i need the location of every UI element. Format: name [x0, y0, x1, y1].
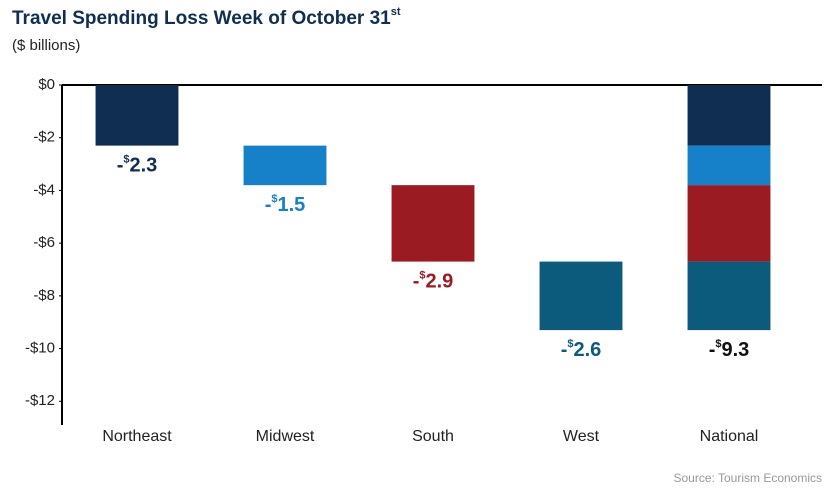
y-tick-label: -$2 [33, 129, 55, 146]
x-tick-label: West [563, 428, 600, 445]
title-superscript: st [391, 6, 401, 18]
total-segment [687, 261, 771, 331]
total-segment [687, 185, 771, 262]
y-tick-label: -$10 [25, 340, 55, 357]
data-label: -$9.3 [709, 338, 750, 361]
source: Source: Tourism Economics [674, 471, 823, 485]
bar [243, 145, 327, 186]
data-label: -$2.9 [413, 269, 454, 292]
chart-title: Travel Spending Loss Week of October 31s… [12, 6, 401, 29]
total-segment [687, 145, 771, 186]
y-tick-label: -$4 [33, 181, 55, 198]
y-tick-label: -$12 [25, 392, 55, 409]
x-tick-label: Midwest [256, 428, 315, 445]
x-tick-label: South [412, 428, 454, 445]
y-tick-label: -$8 [33, 287, 55, 304]
bar [95, 85, 179, 146]
total-segment [687, 85, 771, 146]
data-label: -$1.5 [265, 193, 306, 216]
title-text: Travel Spending Loss Week of October 31 [12, 8, 391, 29]
x-tick-label: Northeast [102, 428, 172, 445]
bar [539, 261, 623, 331]
x-tick-label: National [700, 428, 759, 445]
data-label: -$2.6 [561, 338, 602, 361]
bar [391, 185, 475, 262]
y-tick-label: -$6 [33, 234, 55, 251]
subtitle: ($ billions) [12, 37, 80, 54]
data-label: -$2.3 [117, 154, 158, 177]
y-tick-label: $0 [38, 76, 55, 93]
